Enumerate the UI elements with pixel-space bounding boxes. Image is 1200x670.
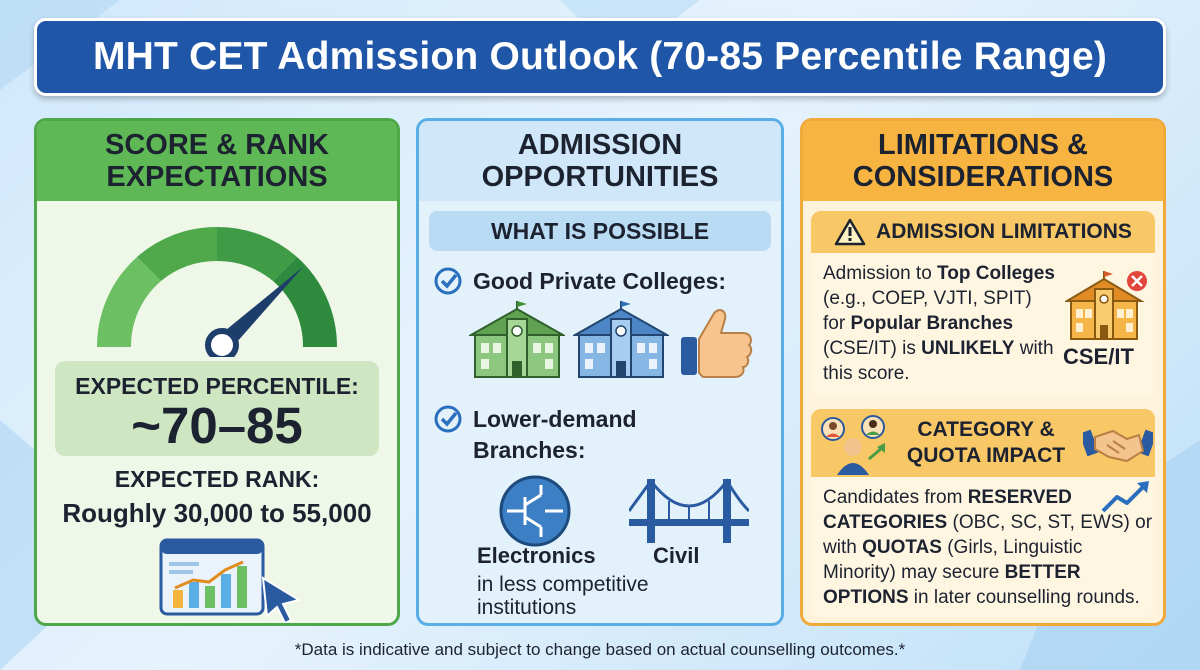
cat-text-2: (OBC, SC, ST, EWS) or with <box>823 512 1153 558</box>
cat-bold-3: BETTER OPTIONS <box>823 562 1081 608</box>
cse-it-label: CSE/IT <box>1063 344 1134 369</box>
cat-text-3: (Girls, Linguistic Minority) may secure <box>823 537 1083 583</box>
circuit-icon <box>499 475 571 547</box>
lower-demand-label-line1: Lower-demand <box>473 406 637 432</box>
opportunities-heading-line2: OPPORTUNITIES <box>481 161 719 193</box>
college-building-icon-blue <box>573 301 669 378</box>
college-building-icon <box>469 301 565 378</box>
lim-text-3: (CSE/IT) is <box>823 338 922 359</box>
bridge-icon <box>629 478 749 543</box>
opportunities-heading-line1: ADMISSION <box>517 129 683 161</box>
cat-text-4: in later counselling rounds. <box>908 587 1140 608</box>
opportunities-panel-heading: ADMISSION OPPORTUNITIES <box>419 121 781 201</box>
check-icon <box>434 405 462 433</box>
lower-demand-label-line2: Branches: <box>473 437 586 463</box>
check-icon <box>434 267 462 295</box>
lim-text-1: Admission to <box>823 263 938 284</box>
lower-demand-branches-item: Lower-demand Branches: <box>433 404 637 466</box>
admission-limitations-header: ADMISSION LIMITATIONS <box>811 211 1155 253</box>
rank-value: Roughly 30,000 to 55,000 <box>62 498 372 528</box>
page-title: MHT CET Admission Outlook (70-85 Percent… <box>92 35 1108 78</box>
trend-arrow-icon <box>1101 481 1149 513</box>
admission-limitations-text: Admission to Top Colleges (e.g., COEP, V… <box>823 261 1055 386</box>
score-heading-line2: EXPECTATIONS <box>106 161 328 193</box>
admission-opportunities-panel: ADMISSION OPPORTUNITIES WHAT IS POSSIBLE… <box>416 118 784 626</box>
lim-bold-2: Popular Branches <box>850 313 1014 334</box>
percentile-value: ~70–85 <box>131 397 303 454</box>
category-quota-text: Candidates from RESERVED CATEGORIES (OBC… <box>823 485 1153 610</box>
limitations-heading-line1: LIMITATIONS & <box>878 129 1088 161</box>
disclaimer-footer: *Data is indicative and subject to chang… <box>294 640 906 659</box>
admission-limitations-box: ADMISSION LIMITATIONS Admission to Top C… <box>811 211 1155 397</box>
cat-bold-2: QUOTAS <box>862 537 942 558</box>
private-colleges-label: Good Private Colleges: <box>473 268 727 294</box>
gauge-icon <box>96 226 338 357</box>
cat-bold-1: RESERVED CATEGORIES <box>823 487 1072 533</box>
category-quota-header: CATEGORY & QUOTA IMPACT <box>811 409 1155 477</box>
handshake-icon <box>1083 429 1153 463</box>
lim-bold-1: Top Colleges <box>937 263 1055 284</box>
limitations-panel: LIMITATIONS & CONSIDERATIONS ADMISSION L… <box>800 118 1166 626</box>
note-line1: in less competitive <box>477 573 649 596</box>
warning-icon <box>834 218 866 246</box>
limitations-panel-heading: LIMITATIONS & CONSIDERATIONS <box>803 121 1163 201</box>
category-heading-line1: CATEGORY & <box>917 418 1055 441</box>
category-quota-box: CATEGORY & QUOTA IMPACT Candidates from … <box>811 409 1155 617</box>
admission-limitations-title: ADMISSION LIMITATIONS <box>876 220 1132 243</box>
score-panel-heading: SCORE & RANK EXPECTATIONS <box>37 121 397 201</box>
score-heading-line1: SCORE & RANK <box>105 129 329 161</box>
lim-text-4: with this score. <box>823 338 1054 384</box>
category-heading-line2: QUOTA IMPACT <box>906 444 1066 467</box>
title-banner: MHT CET Admission Outlook (70-85 Percent… <box>34 18 1166 96</box>
thumbs-up-icon <box>681 309 753 378</box>
lim-bold-3: UNLIKELY <box>921 338 1015 359</box>
expected-percentile-box: EXPECTED PERCENTILE: ~70–85 <box>55 361 379 456</box>
lim-text-2: (e.g., COEP, VJTI, SPIT) for <box>823 288 1032 334</box>
people-icon <box>821 415 885 475</box>
branch-electronics: Electronics <box>477 543 596 568</box>
cat-text-1: Candidates from <box>823 487 968 508</box>
percentile-label: EXPECTED PERCENTILE: <box>75 373 359 399</box>
score-rank-panel: SCORE & RANK EXPECTATIONS EXPECTED PERCE… <box>34 118 400 626</box>
cursor-icon <box>261 576 302 623</box>
category-quota-title: CATEGORY & QUOTA IMPACT <box>891 417 1081 469</box>
institutions-note: in less competitive institutions <box>477 573 767 619</box>
college-cross-icon <box>1065 271 1147 340</box>
private-colleges-item: Good Private Colleges: <box>433 266 726 297</box>
limitations-heading-line2: CONSIDERATIONS <box>852 161 1114 193</box>
note-line2: institutions <box>477 596 577 619</box>
branch-civil: Civil <box>653 543 700 568</box>
bar-chart-icon <box>159 538 265 616</box>
what-is-possible-banner: WHAT IS POSSIBLE <box>429 211 771 251</box>
rank-label: EXPECTED RANK: <box>114 466 320 492</box>
